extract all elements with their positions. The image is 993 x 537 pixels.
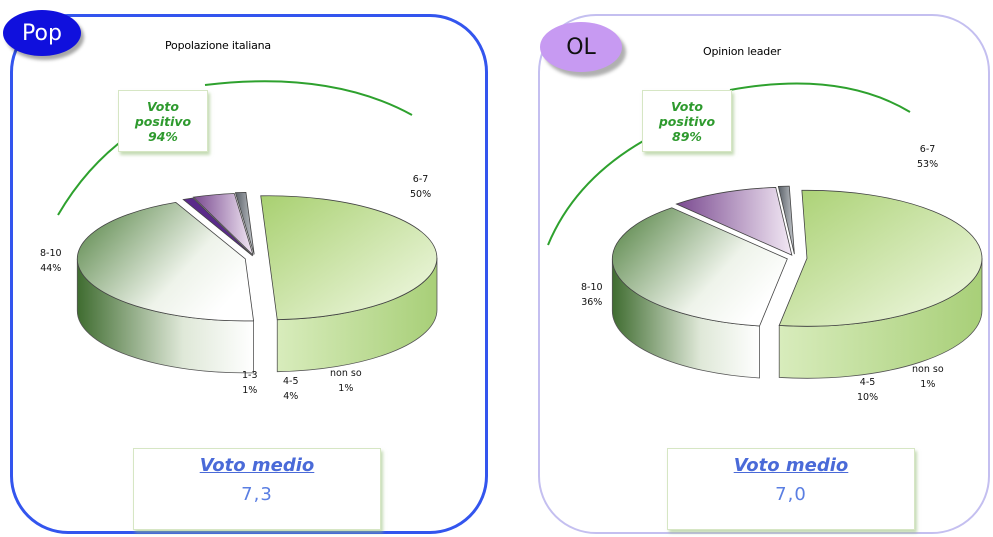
average-vote-box-pop: Voto medio 7,3 (133, 448, 381, 530)
slice-label: 1-3 1% (242, 370, 258, 396)
chart-title-pop: Popolazione italiana (165, 39, 271, 52)
pie-slice-non-so (234, 191, 255, 255)
pie-slice-8-10 (611, 207, 788, 327)
slice-label: 4-5 4% (283, 376, 299, 402)
arc-decoration-ol-right (729, 82, 911, 113)
slice-label: non so 1% (912, 364, 944, 390)
pie-chart-opinion-leader (611, 185, 983, 379)
chart-title-ol: Opinion leader (703, 45, 781, 58)
slice-label: 4-5 10% (857, 377, 879, 403)
callout-line2: positivo (658, 113, 716, 129)
average-vote-title: Voto medio (733, 455, 849, 476)
callout-line1: Voto (671, 98, 703, 114)
slice-label: 6-7 53% (917, 144, 939, 170)
badge-ol: OL (540, 22, 622, 72)
positive-vote-callout-ol: Voto positivo 89% (642, 90, 732, 152)
average-vote-value: 7,0 (775, 484, 807, 505)
pie-slice-6-7 (778, 189, 983, 327)
average-vote-value: 7,3 (241, 484, 273, 505)
callout-value: 94% (148, 128, 178, 144)
pie-slice-8-10 (76, 201, 254, 322)
pie-slice-1-3 (182, 197, 253, 257)
average-vote-title: Voto medio (199, 455, 315, 476)
pie-slice-4-5 (192, 193, 254, 256)
slice-label: 8-10 44% (40, 248, 62, 274)
arc-decoration-ol (547, 139, 646, 246)
callout-line1: Voto (147, 98, 179, 114)
pie-slice-4-5 (675, 187, 793, 256)
pie-slice-6-7 (260, 195, 438, 321)
pie-chart-popolazione (76, 191, 438, 374)
badge-pop: Pop (3, 10, 81, 56)
slice-label: non so 1% (330, 368, 362, 394)
slice-label: 6-7 50% (410, 174, 432, 200)
callout-line2: positivo (134, 113, 192, 129)
pie-slice-non-so (777, 185, 795, 255)
slice-label: 8-10 36% (581, 282, 603, 308)
arc-decoration-pop-right (204, 80, 413, 116)
positive-vote-callout-pop: Voto positivo 94% (118, 90, 208, 152)
average-vote-box-ol: Voto medio 7,0 (667, 448, 915, 530)
callout-value: 89% (672, 128, 702, 144)
